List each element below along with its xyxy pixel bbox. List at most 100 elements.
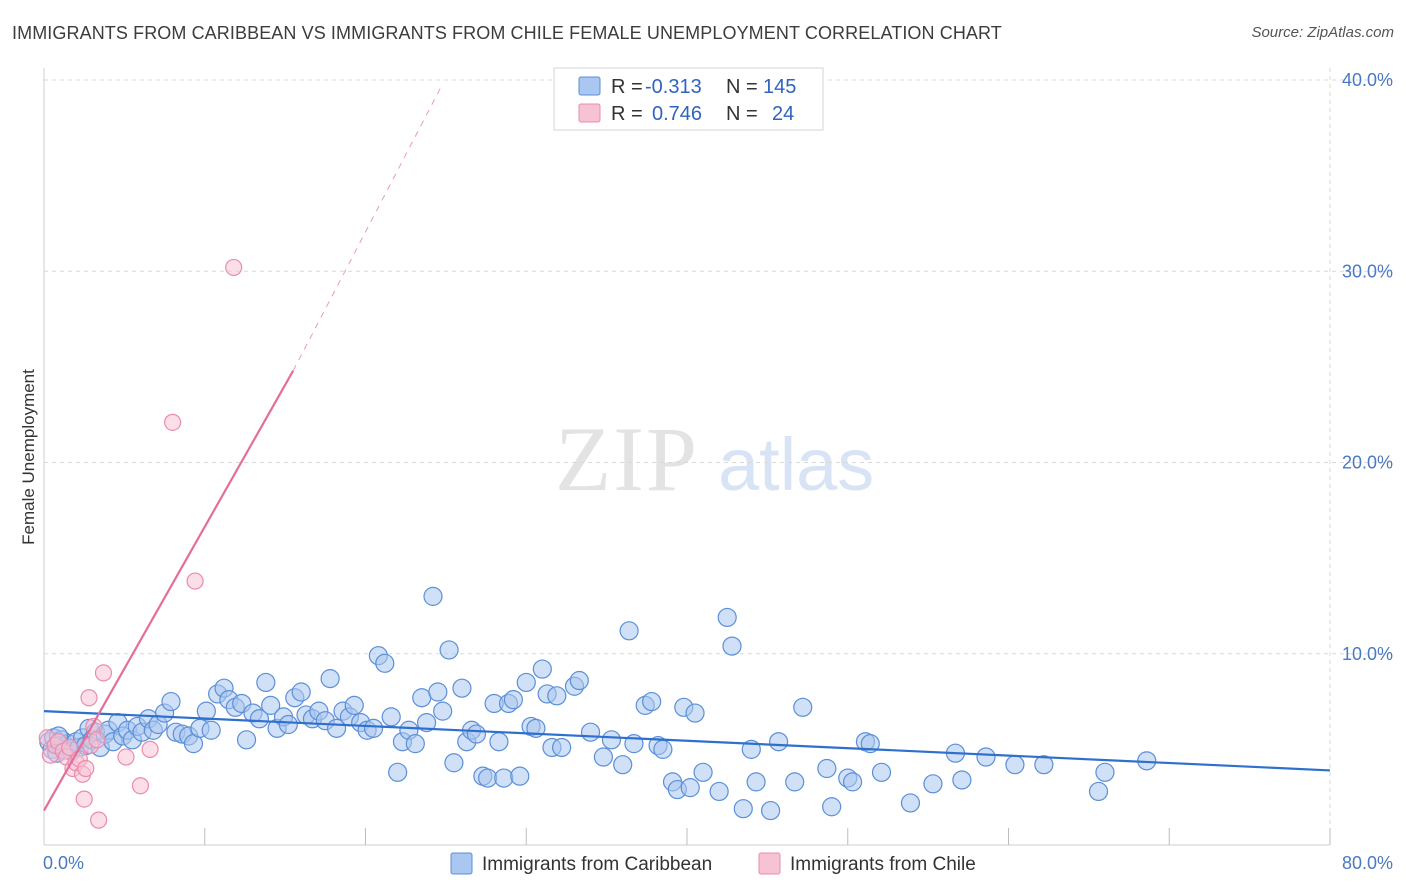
bottom-legend-swatch-caribbean: [450, 852, 473, 875]
caribbean-point: [344, 695, 364, 715]
caribbean-point: [381, 707, 401, 727]
legend-n-label-caribbean: N =: [726, 76, 758, 98]
caribbean-point: [516, 672, 536, 693]
x-axis-tick-label-min: 0.0%: [43, 853, 84, 873]
caribbean-point: [653, 739, 673, 759]
caribbean-point: [900, 793, 921, 813]
chile-point: [90, 811, 108, 829]
caribbean-point: [444, 753, 464, 773]
caribbean-point: [785, 772, 805, 792]
caribbean-point: [952, 770, 972, 790]
caribbean-point: [601, 730, 622, 750]
series-legend: Immigrants from Caribbean Immigrants fro…: [450, 852, 976, 875]
caribbean-point: [1034, 755, 1054, 775]
chart-title: IMMIGRANTS FROM CARIBBEAN VS IMMIGRANTS …: [12, 23, 1002, 43]
legend-r-label-caribbean: R =: [611, 76, 643, 98]
caribbean-point: [613, 755, 633, 775]
chile-point: [88, 731, 106, 749]
caribbean-point: [256, 672, 276, 693]
caribbean-point: [552, 737, 572, 758]
caribbean-point: [249, 709, 270, 729]
caribbean-point: [291, 682, 311, 702]
caribbean-point: [423, 586, 443, 606]
legend-r-label-chile: R =: [611, 103, 643, 125]
chile-trendline-extension: [292, 83, 444, 371]
chile-point: [117, 748, 135, 766]
legend-n-label-chile: N =: [726, 103, 758, 125]
caribbean-point: [489, 732, 509, 752]
caribbean-point: [388, 762, 408, 782]
caribbean-point: [503, 690, 523, 710]
chile-point: [94, 664, 113, 682]
bottom-legend-label-caribbean: Immigrants from Caribbean: [482, 854, 712, 875]
series-caribbean-points: [39, 586, 1157, 821]
trendlines: [43, 83, 1331, 812]
caribbean-point: [466, 724, 487, 744]
caribbean-point: [412, 688, 432, 708]
y-tick-label-30: 30.0%: [1342, 261, 1393, 281]
caribbean-point: [439, 640, 459, 660]
caribbean-point: [320, 669, 340, 689]
source-label: Source: ZipAtlas.com: [1251, 24, 1394, 41]
caribbean-point: [569, 670, 589, 691]
caribbean-point: [510, 766, 530, 786]
y-axis-tick-labels: 10.0% 20.0% 30.0% 40.0%: [1342, 70, 1393, 664]
caribbean-point: [161, 691, 181, 712]
caribbean-point: [769, 732, 789, 752]
caribbean-point: [1095, 762, 1115, 782]
caribbean-point: [236, 730, 257, 750]
chile-point: [164, 413, 182, 431]
chile-point: [61, 738, 79, 757]
y-tick-label-20: 20.0%: [1342, 453, 1393, 473]
caribbean-point: [733, 799, 753, 819]
caribbean-point: [433, 701, 453, 721]
chile-point: [77, 759, 95, 778]
caribbean-point: [494, 768, 514, 788]
caribbean-point: [375, 653, 395, 673]
caribbean-point: [478, 768, 498, 788]
caribbean-point: [760, 800, 781, 821]
caribbean-point: [201, 720, 221, 740]
legend-n-value-caribbean: 145: [763, 76, 796, 98]
caribbean-point: [722, 636, 742, 656]
caribbean-point: [842, 772, 863, 792]
caribbean-point: [593, 747, 614, 767]
watermark: ZIP atlas: [555, 408, 874, 510]
chile-trendline: [43, 370, 295, 812]
caribbean-point: [416, 712, 437, 733]
legend-r-value-caribbean: -0.313: [645, 76, 702, 98]
chile-point: [80, 689, 98, 707]
caribbean-trendline: [43, 710, 1331, 772]
caribbean-point: [1088, 781, 1109, 802]
legend-r-value-chile: 0.746: [652, 103, 702, 125]
x-axis-ticks: [204, 828, 1331, 845]
caribbean-point: [580, 722, 601, 742]
watermark-atlas: atlas: [718, 423, 874, 506]
caribbean-point: [923, 774, 943, 794]
chile-point: [75, 790, 93, 808]
caribbean-point: [717, 607, 737, 628]
chile-point: [186, 572, 204, 590]
caribbean-point: [196, 701, 216, 721]
caribbean-point: [642, 691, 662, 712]
chile-point: [141, 740, 159, 758]
caribbean-point: [363, 718, 384, 738]
caribbean-point: [693, 762, 713, 782]
correlation-legend: R = -0.313 N = 145 R = 0.746 N = 24: [553, 67, 824, 131]
caribbean-point: [817, 758, 837, 779]
y-axis-label: Female Unemployment: [19, 369, 38, 545]
legend-swatch-chile: [578, 103, 601, 123]
legend-n-value-chile: 24: [772, 103, 794, 125]
caribbean-point: [871, 762, 892, 782]
caribbean-point: [547, 686, 567, 706]
caribbean-point: [619, 621, 639, 641]
bottom-legend-swatch-chile: [758, 852, 781, 875]
caribbean-point: [822, 797, 842, 817]
watermark-zip: ZIP: [555, 408, 699, 510]
caribbean-point: [793, 697, 813, 717]
caribbean-point: [746, 772, 766, 792]
caribbean-point: [278, 714, 298, 735]
caribbean-point: [976, 747, 996, 767]
caribbean-point: [428, 682, 448, 702]
